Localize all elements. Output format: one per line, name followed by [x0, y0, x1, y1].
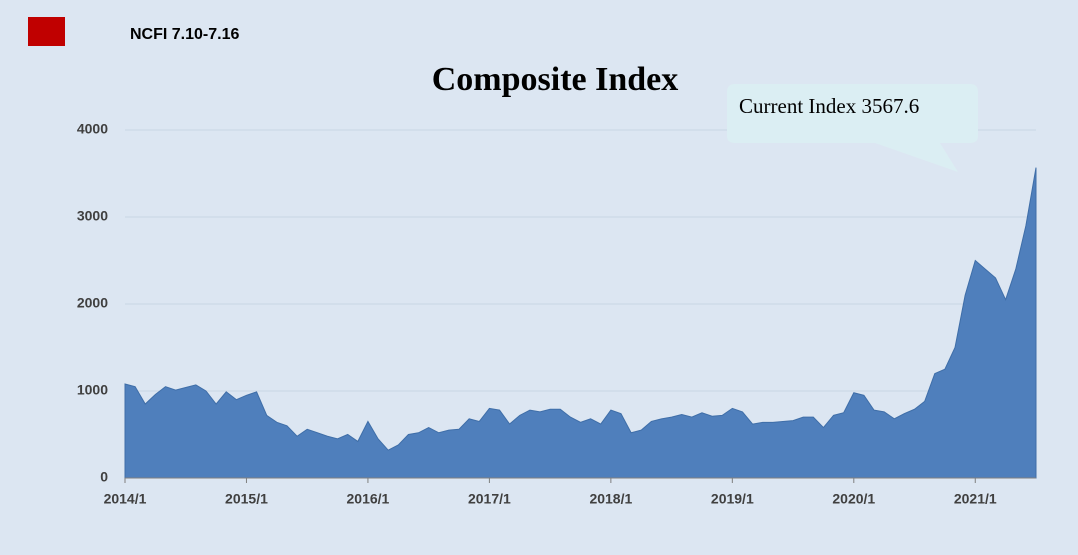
legend-swatch	[28, 17, 65, 46]
y-tick-label: 2000	[77, 295, 108, 311]
y-tick-label: 3000	[77, 208, 108, 224]
legend-label: NCFI 7.10-7.16	[130, 26, 239, 43]
x-tick-label: 2015/1	[225, 491, 268, 507]
chart-title: Composite Index	[432, 61, 679, 98]
callout	[727, 84, 978, 172]
y-tick-label: 4000	[77, 121, 108, 137]
y-tick-label: 0	[100, 469, 108, 485]
x-tick-label: 2018/1	[589, 491, 632, 507]
y-tick-label: 1000	[77, 382, 108, 398]
annotation: Current Index 3567.6	[739, 94, 919, 118]
x-tick-label: 2019/1	[711, 491, 754, 507]
x-tick-label: 2014/1	[104, 491, 147, 507]
x-tick-label: 2016/1	[347, 491, 390, 507]
area	[124, 167, 1037, 479]
x-tick-label: 2020/1	[832, 491, 875, 507]
x-tick-label: 2021/1	[954, 491, 997, 507]
x-tick-label: 2017/1	[468, 491, 511, 507]
